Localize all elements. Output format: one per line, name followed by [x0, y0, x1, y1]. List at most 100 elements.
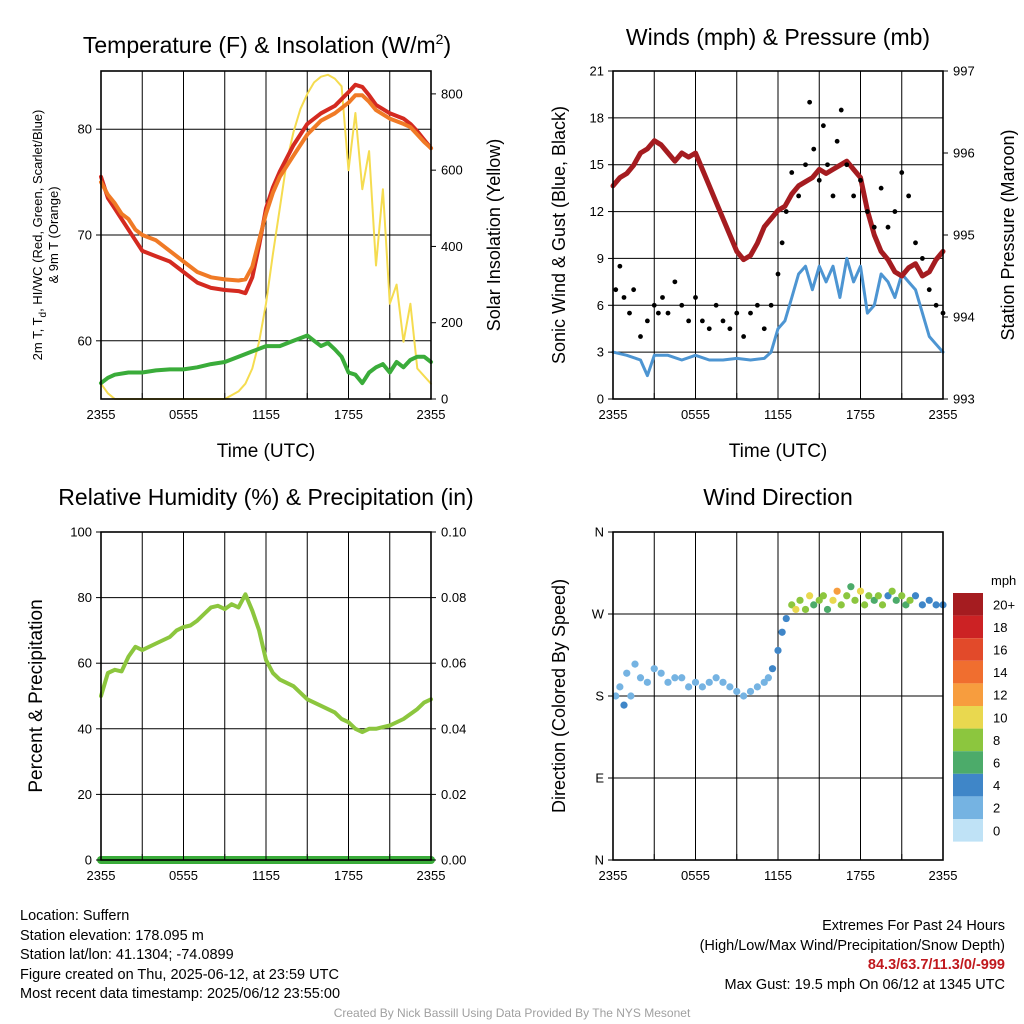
- gust-point: [796, 193, 802, 199]
- dir-series: [612, 583, 947, 709]
- legend-label: 14: [993, 665, 1007, 680]
- x-tick-label: 2355: [599, 868, 628, 883]
- y-tick-label: 60: [78, 333, 92, 348]
- direction-point: [678, 674, 686, 682]
- direction-point: [753, 683, 761, 691]
- station-info: Location: Suffern Station elevation: 178…: [20, 907, 340, 1005]
- gust-point: [830, 193, 836, 199]
- gust-point: [706, 326, 712, 332]
- wind-panel-title: Winds (mph) & Pressure (mb): [626, 24, 930, 50]
- direction-point: [898, 592, 906, 600]
- direction-point: [865, 592, 873, 600]
- direction-point: [740, 692, 748, 700]
- legend-label: 4: [993, 778, 1000, 793]
- gust-point: [913, 240, 918, 246]
- y-tick-label: 15: [590, 157, 604, 172]
- gust-point: [851, 193, 857, 199]
- legend-label: 2: [993, 801, 1000, 816]
- y-right-tick-label: 0.08: [441, 590, 466, 605]
- temp-ylabel-right: Solar Insolation (Yellow): [484, 139, 504, 331]
- station-elevation: Station elevation: 178.095 m: [20, 927, 204, 944]
- x-tick-label: 1755: [334, 407, 363, 422]
- x-tick-label: 1155: [764, 868, 792, 883]
- gust-point: [613, 287, 619, 293]
- figure-created: Figure created on Thu, 2025-06-12, at 23…: [20, 966, 339, 983]
- gust-point: [617, 263, 623, 269]
- y-tick-label: 80: [78, 122, 92, 137]
- direction-point: [764, 674, 772, 682]
- gust-point: [926, 287, 932, 293]
- direction-point: [698, 683, 706, 691]
- gust-point: [933, 302, 939, 308]
- x-tick-label: 0555: [169, 868, 198, 883]
- direction-point: [643, 678, 651, 686]
- direction-point: [719, 678, 727, 686]
- gust-point: [665, 310, 671, 316]
- gust-point: [892, 209, 898, 214]
- wind-xlabel: Time (UTC): [729, 441, 828, 462]
- gust-point: [720, 318, 726, 324]
- station-latlon: Station lat/lon: 41.1304; -74.0899: [20, 947, 234, 963]
- series-line-pressure: [610, 138, 946, 279]
- direction-point: [712, 674, 720, 682]
- gust-point: [741, 334, 747, 339]
- direction-point: [760, 678, 768, 686]
- x-tick-label: 2355: [417, 868, 446, 883]
- direction-point: [612, 692, 620, 700]
- y-tick-label: 6: [597, 298, 604, 313]
- gust-point: [651, 302, 657, 308]
- gust-point: [638, 334, 643, 339]
- y-right-tick-label: 400: [441, 239, 463, 254]
- rh-ticks: 2355 0555 1155 1755 23550204060801000.000.02…: [70, 525, 466, 884]
- y-tick-label: 100: [70, 525, 92, 540]
- gust-point: [811, 146, 817, 152]
- gust-point: [789, 170, 795, 175]
- dir-panel: Wind Direction 2355 0555 1155 1755 2355NESWN…: [549, 484, 1016, 883]
- gust-point: [621, 295, 627, 300]
- x-tick-label: 2355: [87, 407, 116, 422]
- legend-swatch: [953, 706, 983, 729]
- wind-series: [610, 99, 946, 378]
- direction-point: [746, 687, 755, 696]
- wind-ylabel-left: Sonic Wind & Gust (Blue, Black): [549, 106, 569, 364]
- gust-point: [727, 326, 733, 332]
- direction-point: [918, 601, 926, 609]
- gust-point: [734, 310, 740, 316]
- legend-title: mph: [991, 573, 1016, 588]
- legend-swatch: [953, 593, 983, 616]
- direction-point: [911, 592, 920, 600]
- direction-point: [733, 687, 741, 696]
- y-right-tick-label: 800: [441, 86, 463, 101]
- x-tick-label: 1155: [764, 407, 792, 422]
- gust-point: [825, 162, 830, 168]
- x-tick-label: 2355: [87, 868, 116, 883]
- x-tick-label: 2355: [929, 868, 958, 883]
- gust-point: [906, 193, 912, 199]
- gust-point: [761, 326, 767, 332]
- gust-point: [768, 302, 774, 308]
- legend-label: 18: [993, 620, 1007, 635]
- direction-point: [810, 601, 818, 609]
- direction-point: [650, 665, 658, 673]
- x-tick-label: 0555: [169, 407, 198, 422]
- legend-swatch: [953, 615, 983, 639]
- series-line-dewpoint: [99, 333, 433, 386]
- extremes-title: Extremes For Past 24 Hours: [822, 918, 1005, 934]
- temp-panel: Temperature (F) & Insolation (W/m2) 2355…: [30, 31, 504, 462]
- legend-swatch: [953, 638, 983, 661]
- y-right-tick-label: 993: [953, 392, 975, 407]
- direction-point: [843, 592, 851, 600]
- x-tick-label: 0555: [681, 868, 710, 883]
- extremes-values: 84.3/63.7/11.3/0/-999: [867, 957, 1005, 973]
- y-right-tick-label: 994: [953, 310, 975, 325]
- temp-grid: [100, 71, 432, 399]
- legend-label: 8: [993, 733, 1000, 748]
- credit-line: Created By Nick Bassill Using Data Provi…: [333, 1006, 691, 1020]
- direction-point: [874, 592, 882, 600]
- legend-swatch: [953, 728, 983, 752]
- gust-point: [783, 209, 789, 214]
- gust-point: [679, 302, 685, 308]
- direction-point: [664, 678, 672, 686]
- y-right-tick-label: 0.06: [441, 656, 466, 671]
